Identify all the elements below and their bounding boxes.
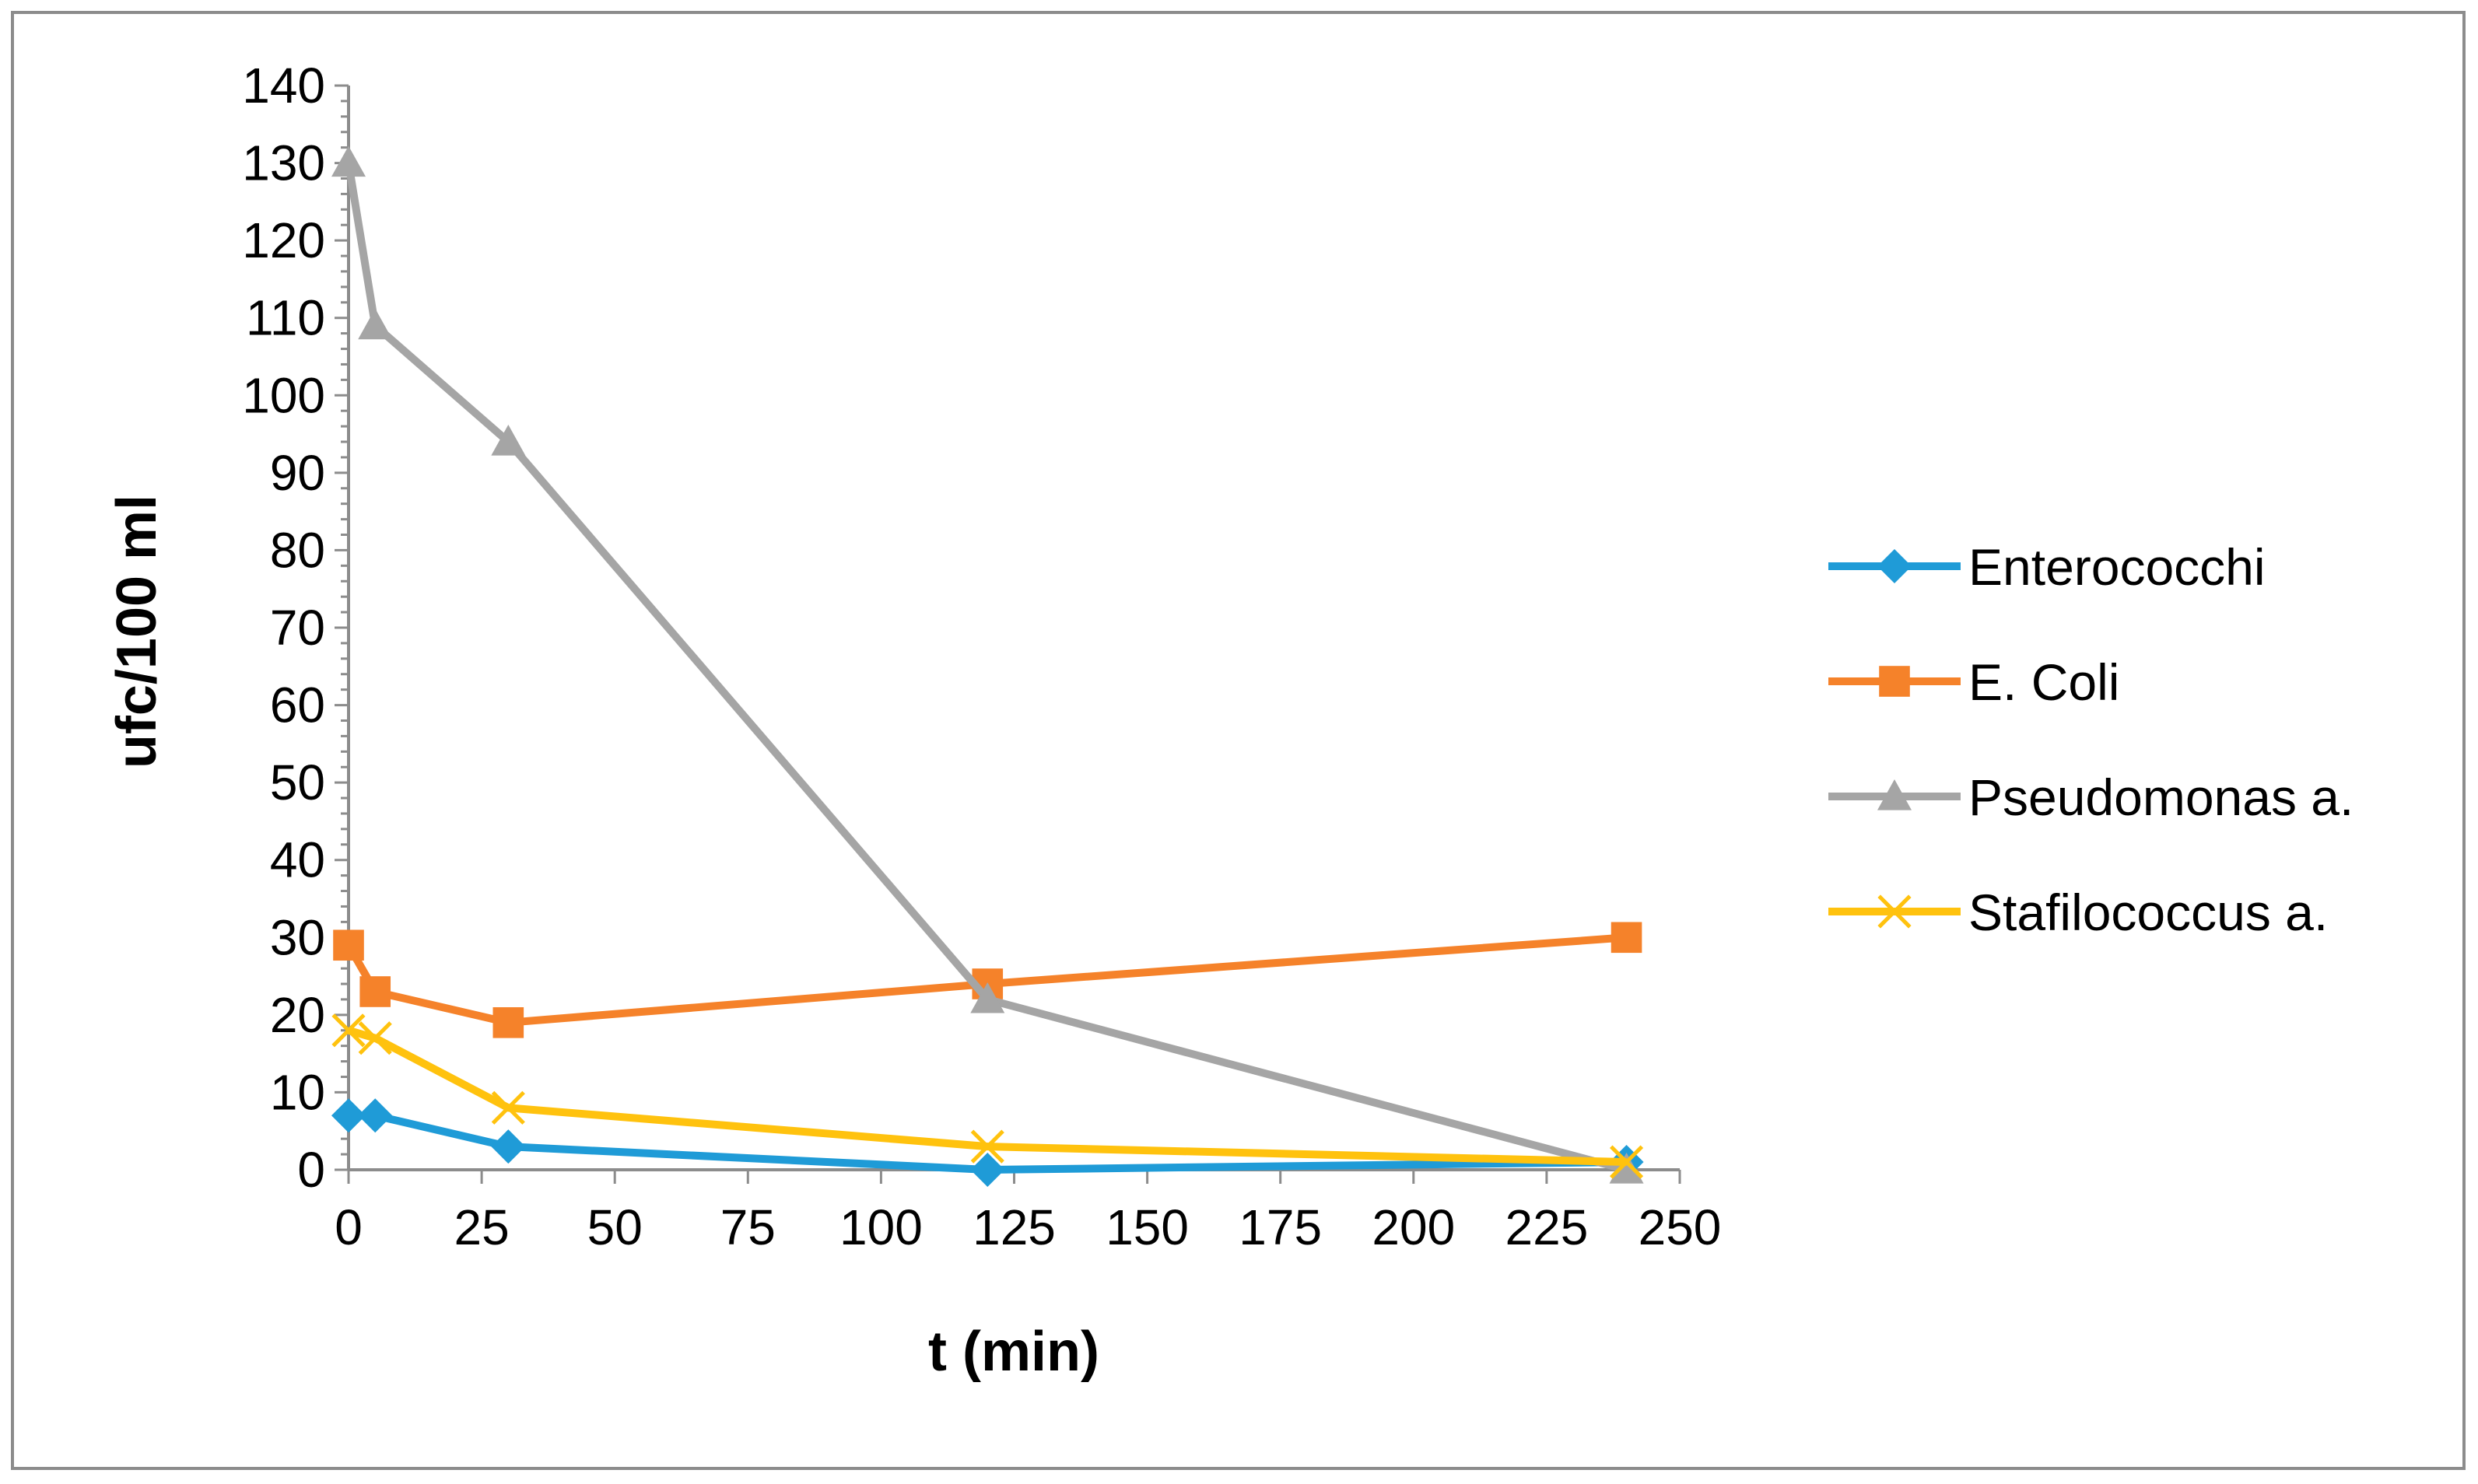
- x-tick-label: 125: [973, 1199, 1056, 1255]
- y-tick-label: 100: [242, 367, 325, 423]
- data-point-diamond: [970, 1153, 1005, 1187]
- y-tick-label: 130: [242, 135, 325, 191]
- axes: 0 10 20 30 40 50 60 70 80 90 100 110 120 130 140 0 25 50 7…: [242, 58, 1721, 1255]
- legend-item: Enterococchi: [1828, 538, 2266, 596]
- data-point-square: [1879, 666, 1910, 697]
- y-tick-label: 120: [242, 212, 325, 268]
- x-axis-title: t (min): [928, 1321, 1099, 1383]
- x-tick-label: 250: [1639, 1199, 1722, 1255]
- legend-label: Stafilococcus a.: [1968, 884, 2328, 941]
- y-tick-label: 40: [270, 832, 325, 888]
- legend-item: E. Coli: [1828, 653, 2119, 711]
- data-point-diamond: [331, 1098, 366, 1133]
- data-point-diamond: [1877, 549, 1912, 583]
- data-point-x: [331, 1013, 366, 1048]
- x-tick-label: 225: [1505, 1199, 1589, 1255]
- data-point-triangle: [331, 145, 366, 177]
- data-point-triangle: [491, 425, 526, 456]
- data-point-triangle: [1877, 779, 1912, 810]
- series-e-coli: [333, 922, 1642, 1038]
- y-tick-label: 70: [270, 600, 325, 656]
- x-tick-label: 150: [1106, 1199, 1189, 1255]
- legend-label: Enterococchi: [1968, 538, 2266, 596]
- y-axis-title: ufc/100 ml: [106, 495, 168, 768]
- y-tick-label: 50: [270, 754, 325, 810]
- data-point-x: [358, 1021, 392, 1055]
- data-point-square: [333, 929, 364, 961]
- legend-item: Stafilococcus a.: [1828, 884, 2328, 941]
- legend-label: Pseudomonas a.: [1968, 768, 2354, 826]
- chart-frame: [11, 11, 2466, 1470]
- series-line: [347, 1026, 1627, 1167]
- data-point-x: [970, 1129, 1004, 1164]
- series-pseudomonas-a: [331, 145, 1644, 1184]
- y-tick-label: 90: [270, 445, 325, 501]
- series-stafilococcus-a: [331, 1013, 1644, 1179]
- y-tick-label: 60: [270, 677, 325, 733]
- x-tick-label: 175: [1239, 1199, 1322, 1255]
- y-tick-label: 140: [242, 58, 325, 114]
- series-lines: [331, 145, 1644, 1187]
- legend-item: Pseudomonas a.: [1828, 768, 2354, 826]
- x-tick-label: 25: [454, 1199, 510, 1255]
- y-tick-label: 30: [270, 909, 325, 965]
- x-tick-label: 50: [587, 1199, 643, 1255]
- data-point-x: [491, 1090, 525, 1125]
- data-point-square: [359, 976, 391, 1007]
- y-tick-label: 0: [297, 1142, 325, 1198]
- x-tick-label: 0: [335, 1199, 363, 1255]
- y-tick-label: 10: [270, 1064, 325, 1120]
- data-point-square: [1611, 922, 1642, 954]
- legend-label: E. Coli: [1968, 653, 2119, 711]
- data-point-x: [1609, 1145, 1644, 1179]
- data-point-diamond: [358, 1098, 393, 1133]
- y-tick-label: 80: [270, 522, 325, 578]
- data-point-square: [492, 1007, 524, 1038]
- data-point-triangle: [1609, 1153, 1644, 1184]
- y-tick-label: 20: [270, 987, 325, 1043]
- legend: Enterococchi E. Coli Pseudomonas a. Stafilo…: [1828, 538, 2354, 941]
- x-tick-label: 200: [1372, 1199, 1455, 1255]
- x-tick-label: 100: [839, 1199, 923, 1255]
- x-tick-label: 75: [720, 1199, 776, 1255]
- data-point-triangle: [358, 308, 393, 340]
- data-point-triangle: [970, 982, 1005, 1013]
- data-point-diamond: [491, 1129, 526, 1164]
- data-point-x: [1877, 894, 1912, 929]
- y-tick-label: 110: [246, 290, 325, 346]
